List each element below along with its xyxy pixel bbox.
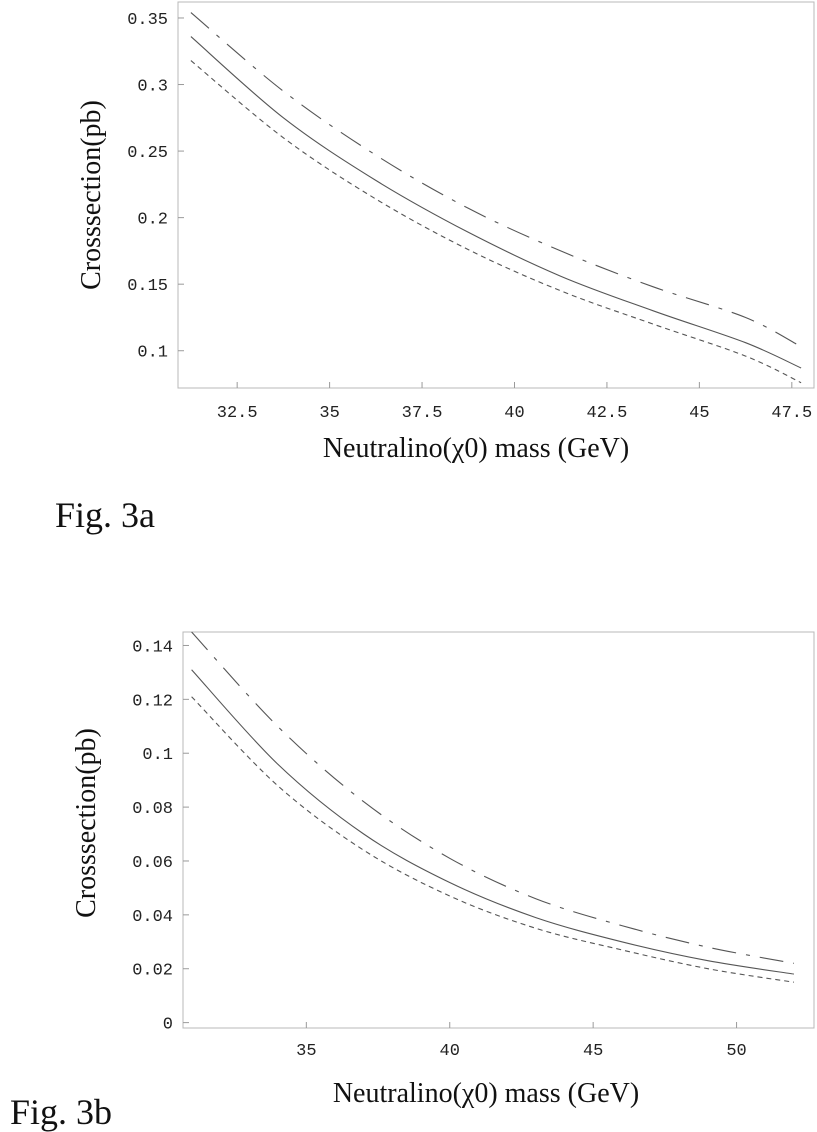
x-tick-label: 35 (319, 404, 339, 423)
x-axis-title: Neutralino(χ0) mass (GeV) (333, 1078, 639, 1109)
x-axis-title: Neutralino(χ0) mass (GeV) (323, 433, 629, 464)
chart-fig-3a: 0.1 0.15 0.2 0.25 0.3 0.35 32.5 35 37.5 40 42.5 45… (55, 1, 815, 535)
y-tick-label: 0.08 (132, 800, 173, 819)
y-tick-label: 0.25 (127, 144, 168, 163)
y-tick-label: 0.15 (127, 277, 168, 296)
y-tick-label: 0.3 (137, 78, 168, 97)
y-tick-label: 0 (163, 1016, 173, 1035)
y-axis-ticks: 0.1 0.15 0.2 0.25 0.3 0.35 (127, 11, 184, 363)
figure-caption: Fig. 3b (10, 1092, 112, 1132)
x-tick-label: 45 (689, 404, 709, 423)
plot-frame (177, 1, 815, 389)
x-tick-label: 50 (726, 1042, 746, 1061)
series-line-solid (191, 669, 794, 975)
series-line-short-dash (190, 60, 802, 384)
y-tick-label: 0.14 (132, 638, 173, 657)
series-curves (190, 12, 802, 384)
y-tick-label: 0.02 (132, 962, 173, 981)
series-line-long-dash (190, 12, 802, 348)
y-tick-label: 0.06 (132, 854, 173, 873)
x-tick-label: 42.5 (587, 404, 628, 423)
x-tick-label: 32.5 (217, 404, 258, 423)
figure-caption: Fig. 3a (55, 495, 155, 535)
y-axis-title: Crosssection(pb) (71, 728, 102, 918)
x-tick-label: 40 (440, 1042, 460, 1061)
series-line-short-dash (191, 696, 794, 983)
y-tick-label: 0.12 (132, 692, 173, 711)
x-tick-label: 40 (504, 404, 524, 423)
series-line-long-dash (191, 631, 794, 964)
y-axis-ticks: 0 0.02 0.04 0.06 0.08 0.1 0.12 0.14 (132, 638, 189, 1035)
y-tick-label: 0.1 (137, 344, 168, 363)
y-axis-title: Crosssection(pb) (76, 100, 107, 290)
x-tick-label: 35 (296, 1042, 316, 1061)
series-curves (191, 631, 794, 983)
plot-frame (182, 631, 815, 1029)
y-tick-label: 0.04 (132, 908, 173, 927)
x-tick-label: 47.5 (771, 404, 812, 423)
x-axis-ticks: 35 40 45 50 (296, 1022, 747, 1061)
chart-fig-3b: 0 0.02 0.04 0.06 0.08 0.1 0.12 0.14 35 40 45 50 Cr… (10, 631, 815, 1132)
x-tick-label: 45 (583, 1042, 603, 1061)
x-axis-ticks: 32.5 35 37.5 40 42.5 45 47.5 (217, 382, 812, 423)
x-tick-label: 37.5 (402, 404, 443, 423)
y-tick-label: 0.1 (142, 746, 173, 765)
y-tick-label: 0.35 (127, 11, 168, 30)
y-tick-label: 0.2 (137, 211, 168, 230)
series-line-solid (190, 36, 802, 369)
